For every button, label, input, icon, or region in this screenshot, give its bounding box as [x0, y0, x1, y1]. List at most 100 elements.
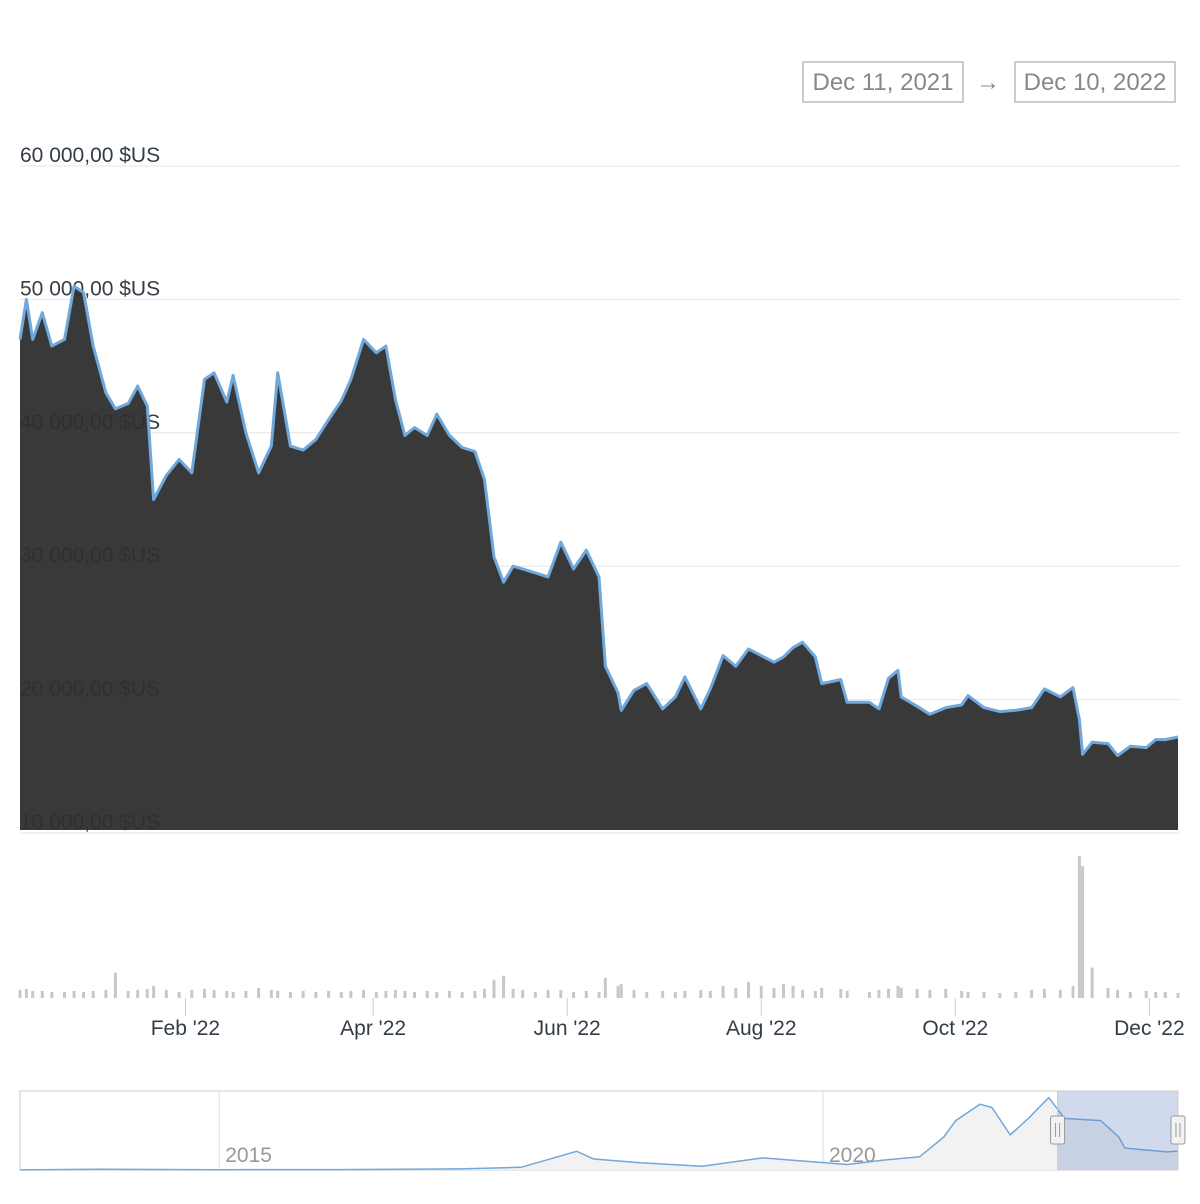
volume-bar	[482, 988, 486, 998]
volume-bar	[50, 991, 54, 998]
range-start-box[interactable]	[802, 61, 964, 103]
volume-bar	[1058, 989, 1062, 998]
volume-bar	[533, 991, 537, 998]
navigator-handle[interactable]	[1050, 1115, 1066, 1145]
volume-bar	[40, 990, 44, 998]
volume-bar	[212, 989, 216, 998]
volume-bar	[327, 990, 331, 998]
volume-bar	[759, 985, 763, 998]
volume-bar	[820, 987, 824, 998]
volume-bar	[314, 991, 318, 998]
volume-bar	[603, 977, 607, 998]
volume-bar	[801, 989, 805, 998]
volume-bar	[1128, 991, 1132, 998]
x-tick-label: Apr '22	[340, 1017, 406, 1040]
volume-bar	[425, 990, 429, 998]
volume-bar	[747, 981, 751, 998]
volume-bar	[1042, 988, 1046, 998]
volume-bar	[708, 990, 712, 998]
volume-bar	[813, 990, 817, 998]
volume-bar	[203, 988, 207, 998]
volume-bar	[225, 990, 229, 998]
volume-bar	[998, 992, 1002, 998]
volume-bar	[1144, 990, 1148, 998]
volume-bar	[301, 990, 305, 998]
volume-bar	[896, 985, 900, 998]
volume-bar	[619, 983, 623, 998]
volume-bar	[164, 989, 168, 998]
volume-bar	[597, 991, 601, 998]
volume-bar	[521, 989, 525, 998]
volume-bar	[31, 990, 35, 998]
volume-bar	[877, 989, 881, 998]
navigator-tick-label: 2020	[829, 1144, 876, 1167]
handle-grip	[1175, 1123, 1181, 1137]
volume-bar	[673, 991, 677, 998]
volume-bar	[584, 990, 588, 998]
volume-bar	[683, 990, 687, 998]
navigator-selection[interactable]	[1057, 1090, 1179, 1171]
volume-bar	[374, 991, 378, 998]
volume-bar	[403, 990, 407, 998]
volume-bar	[24, 988, 28, 998]
volume-bar	[867, 991, 871, 998]
volume-bar	[384, 990, 388, 998]
volume-bar	[1154, 991, 1158, 998]
volume-bar	[257, 987, 261, 998]
volume-bar	[276, 990, 280, 998]
volume-bar	[944, 988, 948, 998]
volume-bar	[966, 991, 970, 998]
volume-bar	[460, 991, 464, 998]
volume-bar	[152, 985, 156, 998]
navigator-tick-label: 2015	[225, 1144, 272, 1167]
volume-bar	[435, 991, 439, 998]
volume-bar	[244, 990, 248, 998]
y-tick-label: 50 000,00 $US	[20, 277, 160, 300]
volume-bar	[339, 991, 343, 998]
volume-bar	[412, 991, 416, 998]
volume-bar	[699, 989, 703, 998]
volume-bar	[1077, 856, 1081, 998]
volume-bar	[572, 991, 576, 998]
volume-bar	[845, 990, 849, 998]
volume-bar	[645, 991, 649, 998]
volume-bar	[177, 991, 181, 998]
volume-bar	[1116, 989, 1120, 998]
volume-bar	[502, 975, 506, 998]
volume-bar	[782, 983, 786, 998]
y-tick-label: 60 000,00 $US	[20, 144, 160, 167]
volume-bar	[661, 990, 665, 998]
volume-bar	[1163, 991, 1167, 998]
volume-bar	[1090, 967, 1094, 998]
volume-bar	[82, 991, 86, 998]
volume-bar	[960, 990, 964, 998]
volume-bar	[1071, 985, 1075, 998]
volume-bar	[104, 989, 108, 998]
range-end[interactable]: Dec 10, 2022	[1024, 69, 1167, 96]
volume-bar	[899, 987, 903, 998]
volume-bar	[126, 990, 130, 998]
range-start[interactable]: Dec 11, 2021	[813, 69, 954, 96]
volume-bar	[915, 988, 919, 998]
volume-bar	[113, 972, 117, 998]
volume-bar	[511, 988, 515, 998]
x-tick-label: Dec '22	[1114, 1017, 1185, 1040]
volume-bar	[1081, 866, 1085, 998]
volume-bar	[145, 988, 149, 998]
volume-bar	[362, 989, 366, 998]
volume-bar	[1106, 987, 1110, 998]
volume-bar	[632, 989, 636, 998]
volume-bar	[772, 987, 776, 998]
volume-bar	[928, 989, 932, 998]
volume-bar	[492, 979, 496, 998]
volume-bar	[190, 989, 194, 998]
range-end-box[interactable]	[1014, 61, 1176, 103]
volume-bar	[349, 990, 353, 998]
volume-bar	[269, 989, 273, 998]
x-tick-label: Feb '22	[151, 1017, 220, 1040]
volume-bar	[72, 990, 76, 998]
volume-bar	[136, 989, 140, 998]
volume-bar	[734, 987, 738, 998]
navigator-handle[interactable]	[1170, 1115, 1186, 1145]
volume-bar	[63, 991, 67, 998]
